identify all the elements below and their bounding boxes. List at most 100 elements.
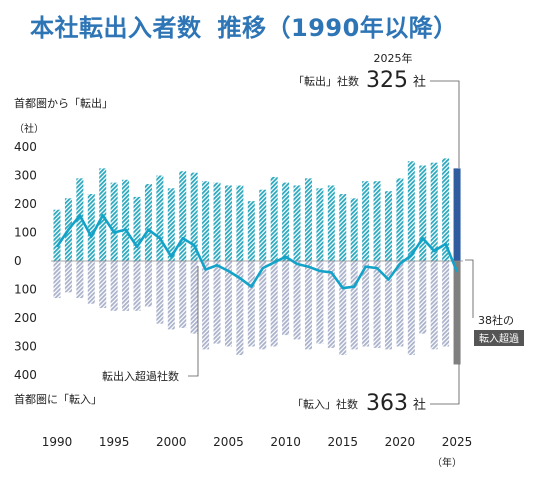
bar-out-2008 xyxy=(259,189,267,261)
bar-out-2006 xyxy=(236,185,244,261)
bar-out-2001 xyxy=(179,171,187,261)
x-tick-label: 2025 xyxy=(442,435,473,449)
bar-out-1993 xyxy=(87,194,95,261)
bar-out-1992 xyxy=(76,178,84,261)
bar-in-2007 xyxy=(247,261,255,347)
chart-title-main: 本社転出入者数 xyxy=(30,14,202,42)
bar-out-2010 xyxy=(282,182,290,262)
bar-out-2016 xyxy=(350,198,358,261)
y-tick-label: 300 xyxy=(14,340,37,354)
annotation-in-value: 363 xyxy=(366,391,408,416)
chart-subtitle: 推移（1990年以降） xyxy=(217,14,458,42)
bar-out-2013 xyxy=(316,188,324,261)
bar-out-2020 xyxy=(396,178,404,261)
bar-in-2016 xyxy=(350,261,358,350)
annotation-out-unit: 社 xyxy=(413,74,426,90)
bar-in-2018 xyxy=(373,261,381,348)
x-tick-label: 1995 xyxy=(99,435,130,449)
bar-out-2003 xyxy=(202,181,210,261)
bar-in-2005 xyxy=(224,261,232,347)
annotation-in-leader xyxy=(430,364,460,405)
y-tick-label: 100 xyxy=(14,283,37,297)
bar-out-2004 xyxy=(213,182,221,262)
annotation-out-year: 2025年 xyxy=(374,51,413,65)
bar-in-2015 xyxy=(339,261,347,356)
net-annotation-line2: 転入超過 xyxy=(479,332,519,345)
bar-out-2018 xyxy=(373,181,381,261)
chart-title: 本社転出入者数 推移（1990年以降） xyxy=(30,8,458,43)
bar-out-2015 xyxy=(339,194,347,261)
label-bottom: 首都圏に「転入」 xyxy=(14,392,102,406)
y-tick-label: 400 xyxy=(14,368,37,382)
y-tick-label: 0 xyxy=(14,254,22,268)
bar-out-2005 xyxy=(224,185,232,261)
bar-in-2006 xyxy=(236,261,244,356)
bar-in-1992 xyxy=(76,261,84,299)
bar-out-1996 xyxy=(122,179,130,261)
net-bracket xyxy=(465,259,474,318)
bar-in-1997 xyxy=(133,261,141,311)
bar-in-2002 xyxy=(190,261,198,334)
x-tick-label: 1990 xyxy=(42,435,73,449)
net-line xyxy=(55,214,459,290)
bar-out-2024 xyxy=(442,158,450,261)
x-tick-label: 2010 xyxy=(270,435,301,449)
y-unit-label: （社） xyxy=(14,122,44,135)
bar-in-2008 xyxy=(259,261,267,350)
y-tick-label: 100 xyxy=(14,226,37,240)
bar-out-2025 xyxy=(453,168,461,261)
bar-in-1998 xyxy=(144,261,152,307)
bar-out-2019 xyxy=(384,191,392,261)
bar-out-2021 xyxy=(407,161,415,261)
bar-in-2009 xyxy=(270,261,278,347)
label-top: 首都圏から「転出」 xyxy=(14,96,113,110)
bar-in-2019 xyxy=(384,261,392,350)
y-ticks-group: 400 300 200 100 0 100 200 300 400 xyxy=(14,140,37,382)
bar-out-2014 xyxy=(327,185,335,261)
net-annotation-line1: 38社の xyxy=(478,313,514,327)
bar-in-2011 xyxy=(293,261,301,340)
line-callout-label: 転出入超過社数 xyxy=(102,369,179,383)
bar-in-2025 xyxy=(453,261,461,365)
bar-in-2012 xyxy=(304,261,312,350)
bar-in-2024 xyxy=(442,261,450,347)
x-unit-label: （年） xyxy=(432,456,462,469)
bar-in-2001 xyxy=(179,261,187,328)
bar-out-1995 xyxy=(110,182,118,262)
annotation-out-leader xyxy=(430,80,460,168)
bar-in-1995 xyxy=(110,261,118,311)
bar-in-2000 xyxy=(167,261,175,330)
bar-in-2010 xyxy=(282,261,290,336)
annotation-out-value: 325 xyxy=(366,68,408,93)
bar-in-2013 xyxy=(316,261,324,344)
bar-in-1999 xyxy=(156,261,164,324)
bar-in-2022 xyxy=(419,261,427,334)
net-annotation-box xyxy=(474,330,524,346)
line-callout-leader xyxy=(188,266,199,377)
bar-out-2023 xyxy=(430,162,438,261)
x-tick-label: 2000 xyxy=(156,435,187,449)
annotation-in-label: 「転入」社数 xyxy=(292,397,358,411)
annotation-out-label: 「転出」社数 xyxy=(293,74,359,88)
annotation-in-unit: 社 xyxy=(413,397,426,413)
bar-out-1990 xyxy=(53,209,61,261)
x-tick-label: 2015 xyxy=(327,435,358,449)
bar-in-2023 xyxy=(430,261,438,350)
bar-in-2021 xyxy=(407,261,415,356)
bar-in-2003 xyxy=(202,261,210,350)
bar-out-2012 xyxy=(304,178,312,261)
bars-group xyxy=(53,158,461,365)
y-tick-label: 200 xyxy=(14,197,37,211)
x-tick-label: 2005 xyxy=(213,435,244,449)
bar-out-2009 xyxy=(270,176,278,261)
bar-in-2020 xyxy=(396,261,404,347)
bar-in-1994 xyxy=(99,261,107,309)
bar-out-2017 xyxy=(362,181,370,261)
bar-out-2007 xyxy=(247,201,255,261)
x-tick-label: 2020 xyxy=(385,435,416,449)
bar-in-1993 xyxy=(87,261,95,304)
x-ticks-group: 1990 1995 2000 2005 2010 2015 2020 2025 xyxy=(42,435,473,449)
bar-out-2002 xyxy=(190,172,198,261)
bar-out-2011 xyxy=(293,185,301,261)
